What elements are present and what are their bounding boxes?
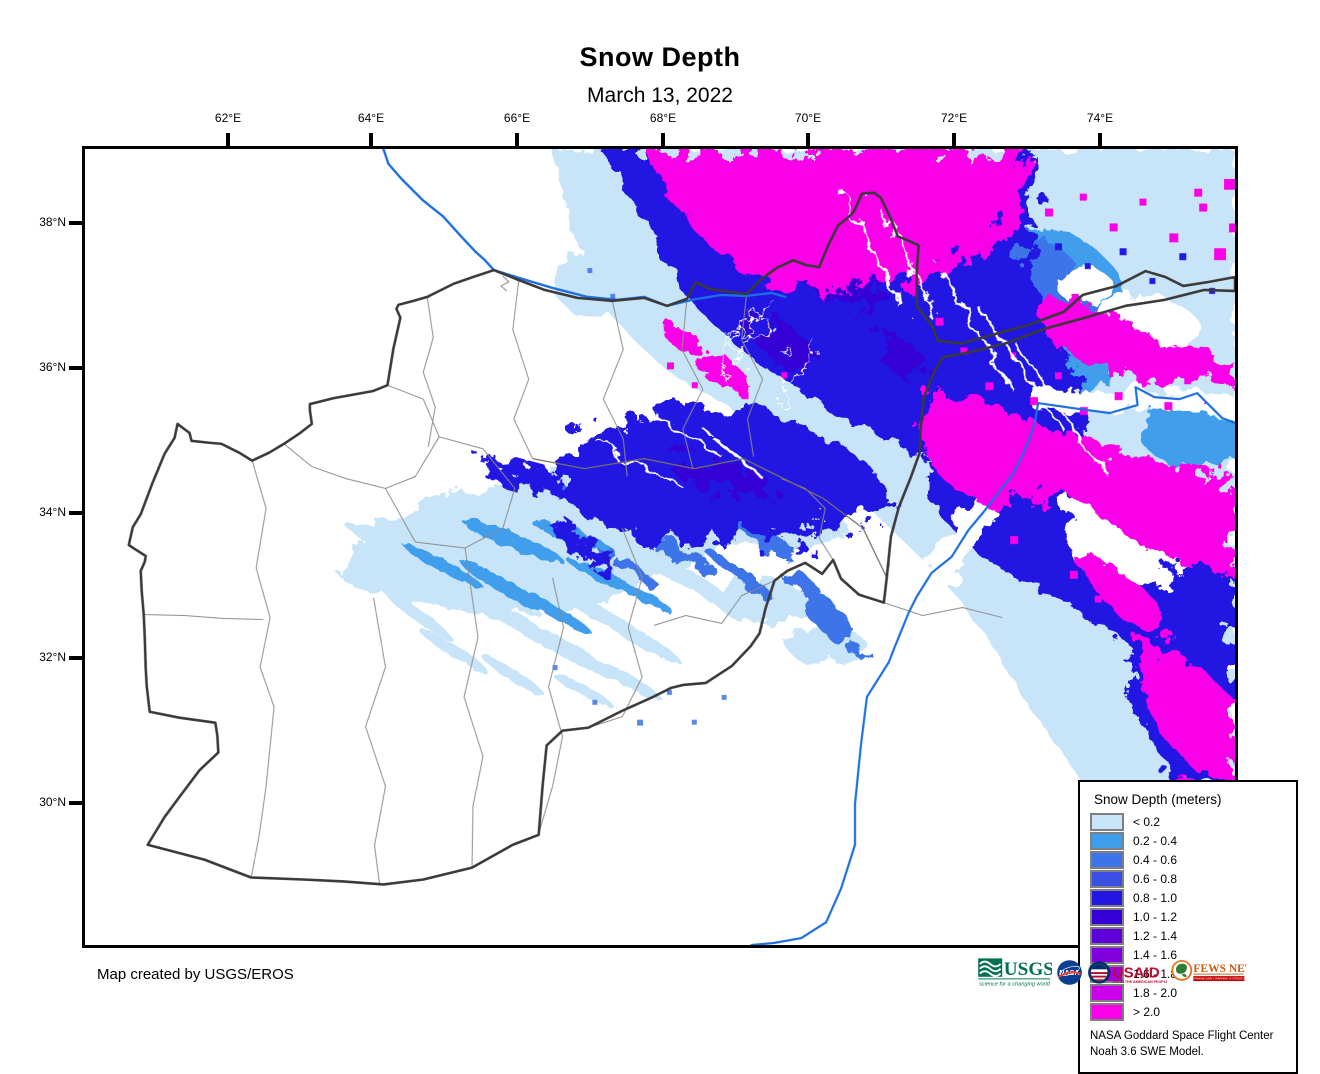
axis-label-70e: 70°E	[794, 111, 822, 125]
map-credit: Map created by USGS/EROS	[97, 966, 294, 983]
legend-swatch	[1090, 1002, 1124, 1021]
legend-swatch	[1090, 869, 1124, 888]
logo-row: USGS science for a changing world NASA U…	[978, 956, 1247, 988]
legend-row: 1.8 - 2.0	[1090, 983, 1288, 1002]
map-canvas: Snow Depth (meters) < 0.2 0.2 - 0.4 0.4 …	[82, 146, 1298, 1074]
legend-swatch	[1090, 831, 1124, 850]
usaid-logo: USAID FROM THE AMERICAN PEOPLE	[1088, 960, 1167, 983]
axis-label-30n: 30°N	[39, 795, 66, 809]
axis-label-32n: 32°N	[39, 650, 66, 664]
axis-label-62e: 62°E	[214, 111, 242, 125]
svg-text:USAID: USAID	[1113, 964, 1160, 981]
legend-row: 1.0 - 1.2	[1090, 907, 1288, 926]
legend-swatch	[1090, 907, 1124, 926]
legend-swatch	[1090, 945, 1124, 964]
tick-left-32n	[69, 656, 82, 660]
axis-label-64e: 64°E	[357, 111, 385, 125]
legend-row: 0.2 - 0.4	[1090, 831, 1288, 850]
axis-label-68e: 68°E	[649, 111, 677, 125]
tick-left-30n	[69, 801, 82, 805]
nasa-logo: NASA	[1057, 959, 1082, 985]
legend-source-note: NASA Goddard Space Flight Center Noah 3.…	[1090, 1030, 1274, 1059]
svg-text:science for a changing world: science for a changing world	[979, 982, 1051, 988]
axis-label-34n: 34°N	[39, 505, 66, 519]
country-border	[127, 191, 1235, 886]
page-subtitle: March 13, 2022	[587, 84, 733, 107]
legend-swatch	[1090, 926, 1124, 945]
legend-row: 0.8 - 1.0	[1090, 888, 1288, 907]
usgs-logo: USGS science for a changing world	[978, 958, 1052, 988]
legend-swatch	[1090, 888, 1124, 907]
tick-top-72e	[952, 133, 956, 146]
svg-text:FAMINE EARLY WARNING SYSTEMS N: FAMINE EARLY WARNING SYSTEMS NETWORK	[1194, 977, 1247, 981]
district-border	[532, 458, 888, 579]
province-borders	[143, 275, 1003, 884]
tick-left-36n	[69, 366, 82, 370]
tick-top-66e	[515, 133, 519, 146]
axis-label-38n: 38°N	[39, 215, 66, 229]
axis-label-66e: 66°E	[503, 111, 531, 125]
tick-top-64e	[369, 133, 373, 146]
axis-label-74e: 74°E	[1086, 111, 1114, 125]
map-legend: Snow Depth (meters) < 0.2 0.2 - 0.4 0.4 …	[1078, 780, 1298, 1074]
legend-row: 0.6 - 0.8	[1090, 869, 1288, 888]
tick-top-68e	[661, 133, 665, 146]
legend-row: < 0.2	[1090, 812, 1288, 831]
rivers	[382, 149, 1235, 945]
tick-left-38n	[69, 221, 82, 225]
legend-title: Snow Depth (meters)	[1094, 792, 1222, 807]
tick-top-62e	[226, 133, 230, 146]
fews-net-logo: FEWS NET FAMINE EARLY WARNING SYSTEMS NE…	[1171, 959, 1247, 982]
tick-top-74e	[1098, 133, 1102, 146]
snow-raster	[338, 149, 1235, 898]
legend-row: > 2.0	[1090, 1002, 1288, 1021]
legend-swatch	[1090, 983, 1124, 1002]
svg-text:FROM THE AMERICAN PEOPLE: FROM THE AMERICAN PEOPLE	[1113, 979, 1167, 983]
legend-swatch	[1090, 812, 1124, 831]
tick-left-34n	[69, 511, 82, 515]
legend-row: 1.4 - 1.6	[1090, 945, 1288, 964]
blue-speck-blocks	[552, 268, 727, 726]
snow-depth-map	[127, 149, 1235, 945]
svg-text:USGS: USGS	[1004, 959, 1052, 980]
magenta-pixel-blocks	[666, 178, 1235, 603]
page-title: Snow Depth	[579, 42, 741, 72]
axis-label-36n: 36°N	[39, 360, 66, 374]
snow-depth-map-page: Snow Depth March 13, 2022 62°E 64°E 66°E…	[39, 42, 1298, 1074]
tick-top-70e	[806, 133, 810, 146]
legend-swatch	[1090, 850, 1124, 869]
legend-row: 1.2 - 1.4	[1090, 926, 1288, 945]
legend-row: 0.4 - 0.6	[1090, 850, 1288, 869]
axis-label-72e: 72°E	[940, 111, 968, 125]
svg-text:FEWS NET: FEWS NET	[1193, 963, 1247, 975]
